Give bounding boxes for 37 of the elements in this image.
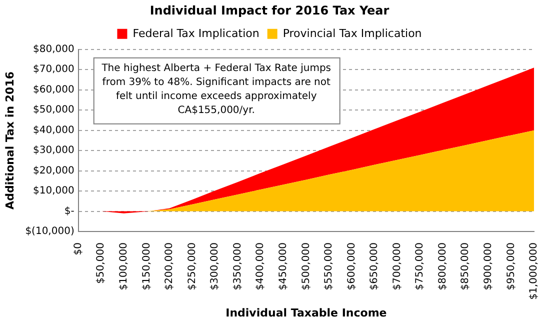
legend-label: Federal Tax Implication	[132, 26, 260, 40]
x-tick-label: $1,000,000	[528, 242, 540, 300]
x-tick-label: $100,000	[118, 242, 130, 290]
chart-title: Individual Impact for 2016 Tax Year	[150, 3, 390, 18]
y-tick-label: $-	[64, 206, 75, 217]
x-tick-label: $900,000	[483, 242, 494, 290]
x-tick-label: $800,000	[437, 242, 448, 290]
y-tick-label: $30,000	[32, 145, 74, 156]
x-tick-label: $550,000	[324, 242, 335, 290]
x-tick-label: $500,000	[300, 242, 312, 290]
x-tick-label: $400,000	[255, 242, 266, 290]
y-tick-label: $60,000	[32, 84, 74, 96]
legend-label: Provincial Tax Implication	[282, 26, 422, 40]
annotation: The highest Alberta + Federal Tax Rate jumps from 39% to 48%. Significant impacts are not felt until income exceeds approximately CA$155,000/yr.	[100, 62, 332, 116]
x-tick-label: $600,000	[346, 242, 358, 290]
x-tick-label: $450,000	[278, 242, 289, 290]
x-tick-label: $650,000	[369, 242, 380, 290]
x-tick-label: $300,000	[210, 242, 221, 290]
y-tick-label: $10,000	[32, 186, 74, 197]
x-tick-label: $50,000	[96, 242, 107, 284]
y-tick-label: $(10,000)	[25, 226, 74, 238]
x-tick-label: $950,000	[506, 242, 517, 290]
y-tick-label: $40,000	[32, 124, 74, 136]
y-tick-label: $80,000	[32, 44, 74, 55]
x-tick-label: $200,000	[164, 242, 176, 290]
y-tick-label: $20,000	[32, 165, 74, 176]
x-tick-label: $750,000	[414, 242, 426, 290]
x-axis-title: Individual Taxable Income	[226, 306, 387, 320]
x-tick-label: $700,000	[392, 242, 403, 290]
x-tick-label: $850,000	[460, 242, 472, 290]
y-tick-label: $70,000	[32, 64, 74, 76]
x-tick-label: $250,000	[186, 242, 198, 290]
y-tick-label: $50,000	[32, 104, 74, 116]
x-tick-label: $150,000	[141, 242, 152, 290]
x-tick-label: $350,000	[232, 242, 244, 290]
x-tick-label: $0	[72, 242, 84, 256]
y-axis-title: Additional Tax in 2016	[3, 71, 16, 210]
